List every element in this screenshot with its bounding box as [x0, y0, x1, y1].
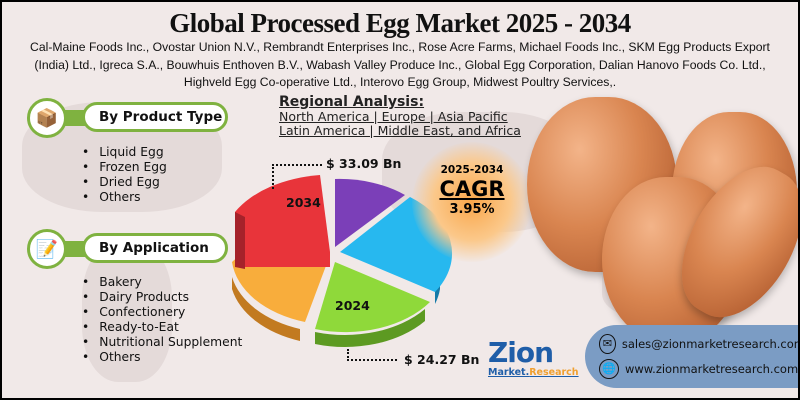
- application-heading: By Application: [82, 233, 228, 263]
- page-title: Global Processed Egg Market 2025 - 2034: [169, 8, 631, 38]
- application-list: Bakery Dairy Products Confectionery Read…: [82, 275, 242, 365]
- regional-analysis: Regional Analysis: North America | Europ…: [279, 95, 521, 139]
- regions-line: North America | Europe | Asia Pacific: [279, 108, 508, 124]
- cagr-value: 3.95%: [449, 202, 495, 217]
- box-check-icon: 📦: [27, 98, 67, 138]
- slice-orange-side: [232, 277, 300, 341]
- product-type-list: Liquid Egg Frozen Egg Dried Egg Others: [82, 145, 167, 205]
- slice-label-2024: 2024: [335, 298, 370, 313]
- callout-line: [347, 349, 397, 361]
- list-item: Dairy Products: [82, 290, 242, 305]
- value-2024: $ 24.27 Bn: [404, 352, 480, 367]
- slice-green: [315, 262, 430, 333]
- list-item: Bakery: [82, 275, 242, 290]
- regions-line: Latin America | Middle East, and Africa: [279, 123, 521, 138]
- list-item: Frozen Egg: [82, 160, 167, 175]
- list-item: Nutritional Supplement: [82, 335, 242, 350]
- callout-line: [272, 164, 322, 189]
- value-2034: $ 33.09 Bn: [326, 156, 402, 171]
- slice-purple: [335, 178, 405, 247]
- contact-box: ✉ sales@zionmarketresearch.com 🌐 www.zionm…: [585, 325, 798, 388]
- globe-icon: 🌐: [599, 358, 619, 379]
- slice-red: [235, 175, 330, 267]
- product-type-heading: By Product Type: [82, 102, 228, 132]
- list-item: Others: [82, 350, 242, 365]
- email-link[interactable]: sales@zionmarketresearch.com: [621, 336, 798, 351]
- zion-logo: Zion Market.Research: [488, 336, 579, 379]
- slice-label-2034: 2034: [286, 195, 321, 210]
- list-item: Dried Egg: [82, 175, 167, 190]
- key-players: Cal-Maine Foods Inc., Ovostar Union N.V.…: [30, 40, 770, 89]
- list-item: Others: [82, 190, 167, 205]
- cagr-badge: 2025-2034 CAGR 3.95%: [412, 142, 532, 262]
- slice-green-side: [315, 309, 425, 348]
- website-link[interactable]: www.zionmarketresearch.com: [625, 361, 798, 376]
- list-item: Liquid Egg: [82, 145, 167, 160]
- list-item: Ready-to-Eat: [82, 320, 242, 335]
- mail-icon: ✉: [599, 333, 616, 354]
- slice-red-side: [235, 212, 245, 269]
- document-pen-icon: 📝: [27, 229, 67, 269]
- cagr-label: CAGR: [439, 177, 505, 201]
- list-item: Confectionery: [82, 305, 242, 320]
- cagr-period: 2025-2034: [440, 164, 504, 176]
- regional-heading: Regional Analysis:: [279, 94, 425, 110]
